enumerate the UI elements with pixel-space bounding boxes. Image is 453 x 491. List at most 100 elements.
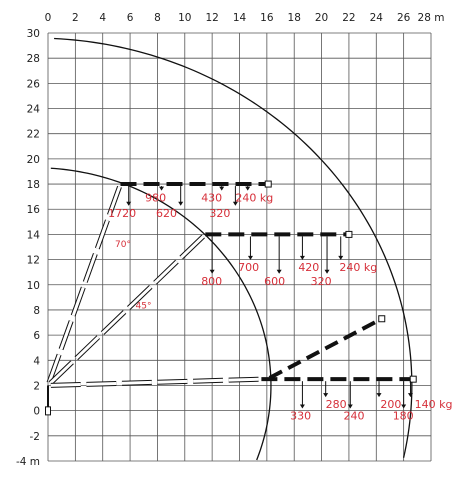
y-tick-label: 14 (27, 229, 41, 241)
load-value: 330 (290, 409, 311, 422)
boom-45-main-segment (75, 336, 100, 360)
load-arrow-head (323, 393, 329, 398)
y-tick-label: 22 (27, 129, 40, 141)
load-value: 240 kg (235, 192, 273, 205)
boom-45-jib-hook (345, 230, 353, 238)
boom-0-main-segment (86, 381, 117, 386)
load-value: 240 (343, 409, 364, 422)
load-arrow-head (347, 404, 353, 409)
y-tick-label: 10 (27, 280, 40, 292)
boom-45-main-segment (49, 361, 74, 385)
boom-45-main-segment (127, 285, 152, 310)
y-tick-label: 24 (27, 104, 41, 116)
boom-45-main-segment (153, 260, 179, 284)
x-tick-label: 6 (127, 12, 134, 24)
boom-70-main-segment (95, 219, 109, 250)
outer-reach-arc (54, 37, 413, 458)
y-tick-label: 4 (33, 355, 40, 367)
load-value: 700 (238, 261, 259, 274)
reach-arcs (50, 37, 413, 461)
x-tick-label: 26 (397, 12, 411, 24)
load-value: 420 (298, 261, 319, 274)
load-arrow-head (219, 186, 225, 191)
y-tick-label: -2 (30, 431, 40, 443)
x-tick-label: 12 (205, 12, 218, 24)
load-value: 600 (264, 275, 285, 288)
load-value: 320 (209, 207, 230, 220)
x-tick-label: 10 (178, 12, 191, 24)
load-arrow-head (126, 201, 132, 206)
x-tick-label: 4 (99, 12, 106, 24)
y-tick-label: 26 (27, 78, 41, 90)
load-arrow-head (159, 186, 165, 191)
y-tick-label: 12 (27, 255, 40, 267)
load-value: 430 (201, 192, 222, 205)
booms (45, 180, 417, 416)
load-arrow-head (338, 255, 344, 260)
x-tick-label: 28 m (418, 12, 445, 24)
outrigger-foot (45, 406, 51, 416)
boom-70-main-segment (107, 186, 121, 216)
load-value: 240 kg (339, 261, 377, 274)
load-arrow-head (324, 269, 330, 274)
boom-0-main-segment (50, 383, 81, 387)
boom-70-main-segment (59, 320, 73, 350)
load-arrow-head (401, 404, 407, 409)
load-arrow-head (407, 393, 413, 398)
boom-0-main-segment (193, 378, 224, 383)
load-value: 180 (393, 409, 414, 422)
load-arrow-head (376, 393, 382, 398)
load-arrow-head (232, 201, 238, 206)
load-value: 320 (311, 275, 332, 288)
load-arrow-head (245, 186, 251, 191)
x-tick-label: 0 (45, 12, 52, 24)
axes: 0 2 4 6 8 10 12 14 16 18 20 22 24 26 28 m3028262422201… (16, 12, 445, 468)
x-tick-label: 16 (260, 12, 274, 24)
x-tick-label: 20 (315, 12, 328, 24)
load-value: 620 (156, 207, 177, 220)
boom-70-main-segment (71, 286, 85, 317)
x-tick-label: 24 (370, 12, 384, 24)
x-tick-label: 8 (154, 12, 161, 24)
boom-70-main-segment (83, 253, 97, 283)
boom-0-raised-hook (378, 315, 386, 323)
load-value: 800 (201, 275, 222, 288)
y-tick-label: 6 (33, 330, 40, 342)
y-tick-label: 0 (33, 406, 40, 418)
load-arrow-head (299, 404, 305, 409)
y-tick-label: 16 (27, 204, 41, 216)
load-value: 980 (145, 192, 166, 205)
boom-70-main-segment (47, 354, 61, 384)
y-tick-label: 28 (27, 53, 40, 65)
y-tick-label: 2 (33, 380, 40, 392)
y-tick-label: 30 (27, 28, 40, 40)
boom-0-main-segment (121, 380, 152, 385)
y-tick-label: 8 (33, 305, 40, 317)
y-tick-label: 18 (27, 179, 40, 191)
x-tick-label: 14 (233, 12, 247, 24)
load-value: 280 (326, 398, 347, 411)
angle-label: 45° (136, 302, 152, 312)
load-value: 200 (380, 398, 401, 411)
load-value: 1720 (108, 207, 136, 220)
boom-70-jib-hook (264, 180, 272, 188)
x-tick-label: 22 (342, 12, 355, 24)
load-arrow-head (247, 255, 253, 260)
load-arrow-head (276, 269, 282, 274)
boom-0-main-segment (157, 379, 188, 384)
y-tick-label: -4 m (16, 456, 40, 468)
grid (47, 32, 432, 462)
boom-0-jib-hook (409, 375, 417, 383)
x-tick-label: 18 (288, 12, 301, 24)
load-value: 140 kg (415, 398, 453, 411)
x-tick-label: 2 (72, 12, 79, 24)
load-arrow-head (299, 255, 305, 260)
load-arrow-head (178, 201, 184, 206)
y-tick-label: 20 (27, 154, 40, 166)
angle-label: 70° (115, 240, 131, 250)
boom-0-raised-jib (268, 316, 383, 380)
boom-45-main-segment (180, 235, 205, 259)
